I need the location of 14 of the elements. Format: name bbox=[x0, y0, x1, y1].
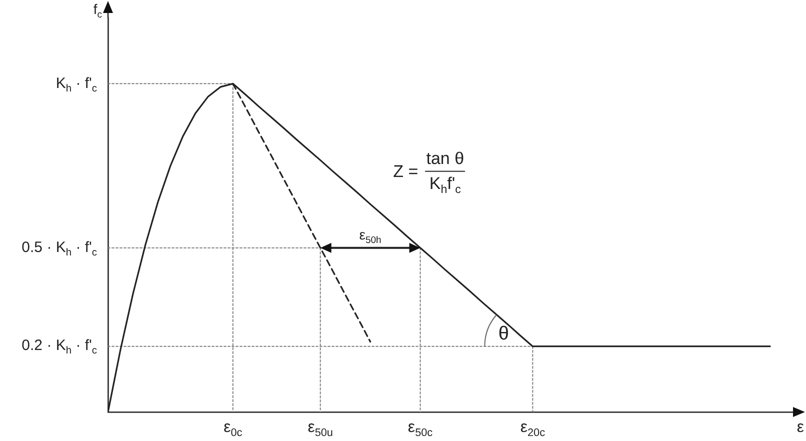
x-tick-label: ε$_{50c}$ bbox=[408, 419, 433, 439]
annotation: K$_{h}$f'$_{c}$ bbox=[429, 174, 461, 196]
annotation: ε$_{50h}$ bbox=[359, 226, 382, 246]
y-tick-label: 0.5 · K$_{h}$ · f'$_{c}$ bbox=[22, 238, 97, 258]
annotation: θ bbox=[498, 324, 509, 346]
x-axis-title: ε bbox=[796, 419, 804, 437]
annotation: Z = bbox=[393, 161, 418, 181]
x-tick-label: ε$_{0c}$ bbox=[224, 419, 242, 439]
y-axis-title: f$_{c}$ bbox=[93, 1, 102, 20]
y-tick-label: 0.2 · K$_{h}$ · f'$_{c}$ bbox=[22, 337, 97, 357]
annotation: tan θ bbox=[426, 148, 464, 168]
y-tick-label: K$_{h}$ · f'$_{c}$ bbox=[56, 74, 97, 94]
x-tick-label: ε$_{50u}$ bbox=[308, 419, 333, 439]
x-tick-label: ε$_{20c}$ bbox=[520, 419, 546, 439]
